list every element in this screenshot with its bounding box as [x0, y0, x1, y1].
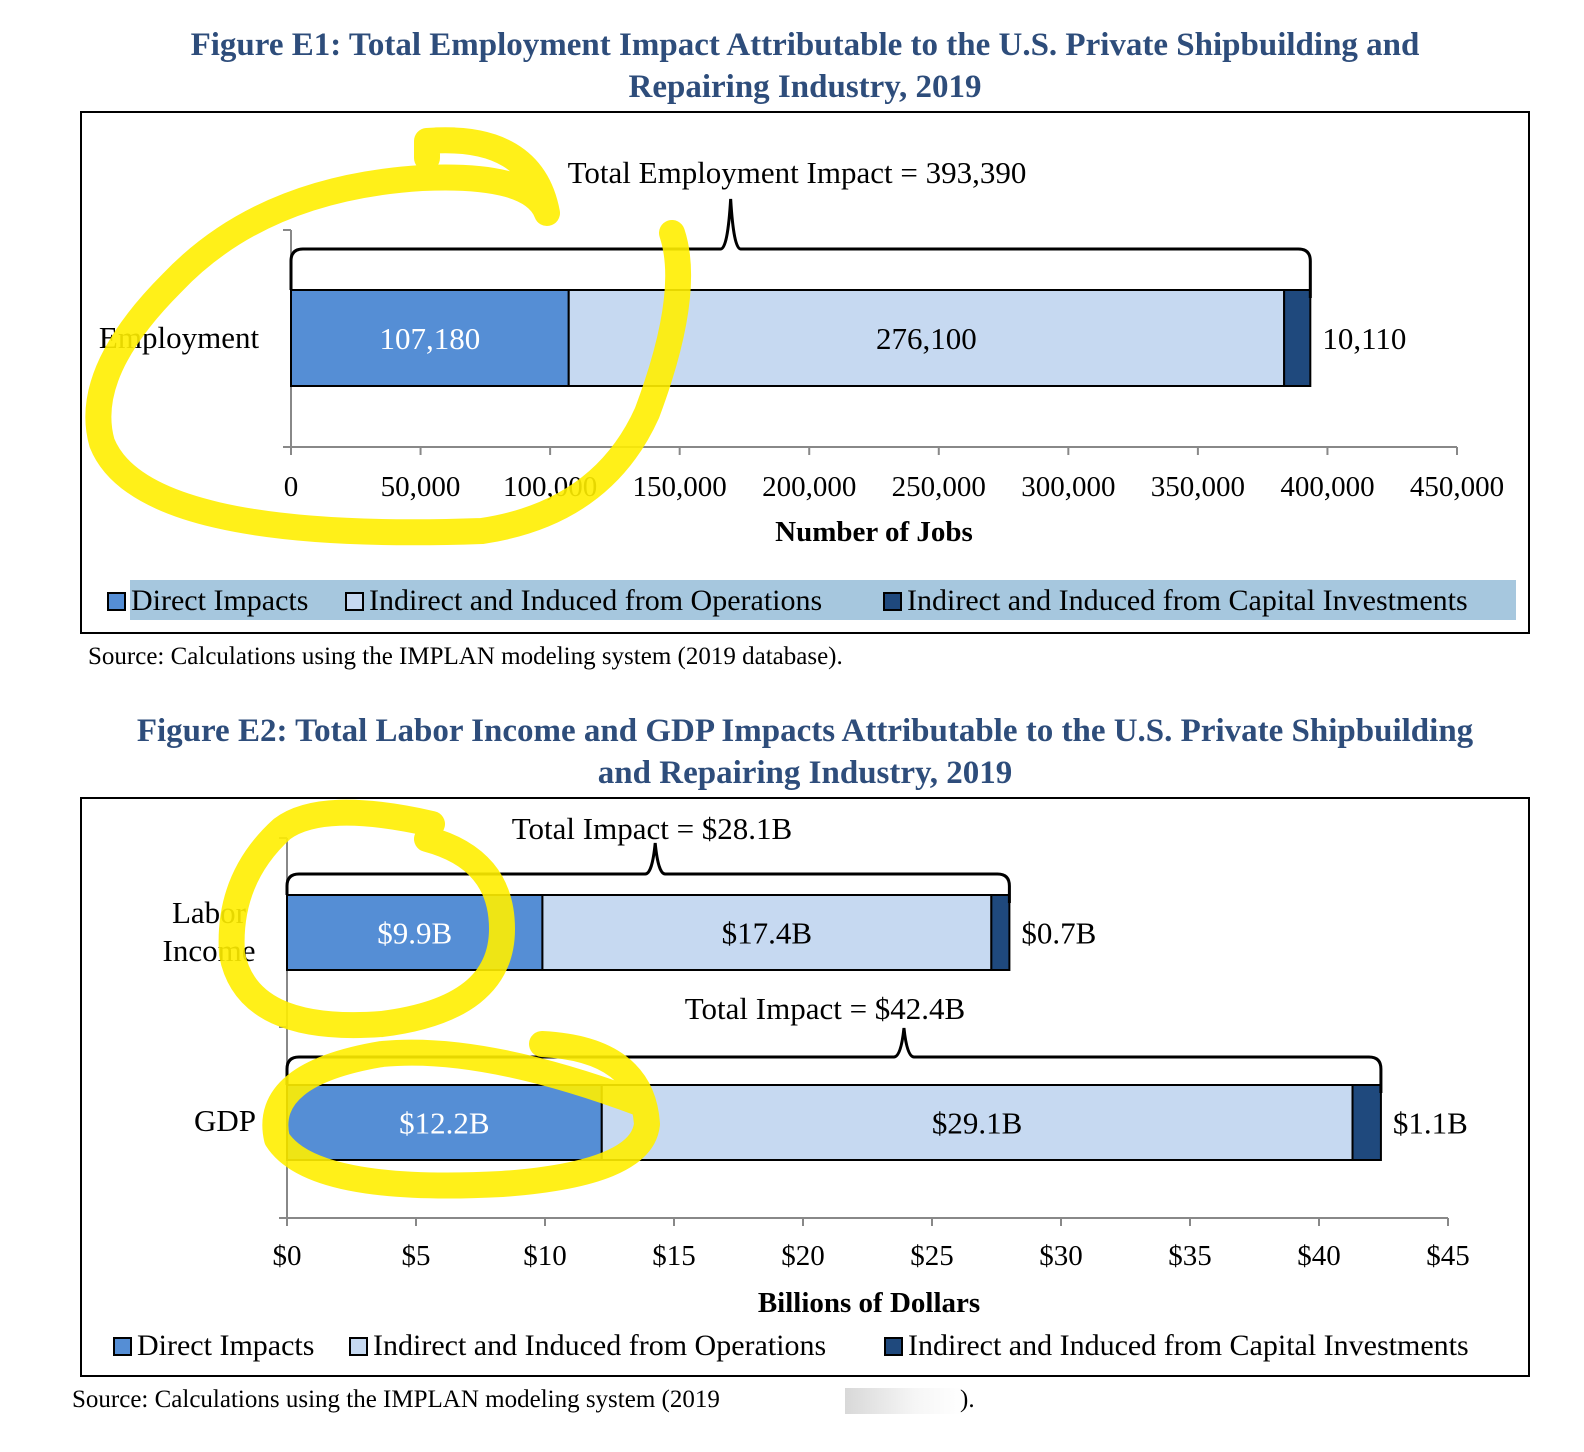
- total-brace: [285, 1027, 1383, 1093]
- figure-e2-source-text: Source: Calculations using the IMPLAN mo…: [72, 1386, 720, 1413]
- data-label: $1.1B: [1393, 1106, 1468, 1141]
- total-impact-label: Total Impact = $42.4B: [685, 991, 965, 1026]
- x-tick-label: 300,000: [1021, 471, 1115, 503]
- legend-swatch-indirect-and-induced-from-operations: [345, 592, 364, 611]
- x-tick-label: $30: [1039, 1240, 1083, 1272]
- x-tick-label: $10: [523, 1240, 567, 1272]
- legend-swatch-direct-impacts: [107, 592, 126, 611]
- figure-e1-source: Source: Calculations using the IMPLAN mo…: [88, 643, 843, 670]
- x-tick-label: $15: [652, 1240, 696, 1272]
- bar-segment-indirect-and-induced-from-operations: [600, 1084, 1354, 1161]
- bar-segment-direct-impacts: [290, 289, 570, 387]
- x-tick-label: 400,000: [1280, 471, 1374, 503]
- figure-e2-source-tail: ).: [960, 1386, 975, 1413]
- highlight-circle: [262, 1031, 660, 1199]
- legend-swatch-direct-impacts: [113, 1337, 132, 1356]
- x-tick-label: 50,000: [381, 471, 461, 503]
- highlight-circle: [85, 127, 692, 546]
- figure-e1-title: Figure E1: Total Employment Impact Attri…: [40, 24, 1570, 108]
- x-tick-label: 350,000: [1151, 471, 1245, 503]
- figure-e1-title-line2: Repairing Industry, 2019: [628, 69, 982, 105]
- bar-segment-indirect-and-induced-from-capital-investments: [990, 894, 1011, 971]
- x-tick-label: 0: [284, 471, 299, 503]
- data-label: $17.4B: [722, 916, 812, 951]
- x-tick-label: 200,000: [762, 471, 856, 503]
- employment-chart-frame: 0 50,000 100,000 150,000 200,000 250,000 300,0…: [80, 111, 1530, 634]
- legend-label-direct-impacts: Direct Impacts: [131, 584, 308, 617]
- total-impact-label: Total Impact = $28.1B: [512, 811, 792, 846]
- data-label: 276,100: [876, 321, 977, 356]
- x-tick-label: $20: [781, 1240, 825, 1272]
- legend-label-direct-impacts: Direct Impacts: [137, 1329, 314, 1362]
- bar-segment-indirect-and-induced-from-capital-investments: [1351, 1084, 1382, 1161]
- data-label: 107,180: [379, 321, 480, 356]
- bar-segment-indirect-and-induced-from-capital-investments: [1283, 289, 1312, 387]
- x-tick-label: $0: [273, 1240, 302, 1272]
- figure-e2-title-line2: and Repairing Industry, 2019: [597, 755, 1013, 791]
- x-tick-label: 150,000: [633, 471, 727, 503]
- data-label: 10,110: [1322, 321, 1406, 356]
- category-label: GDP: [194, 1103, 256, 1138]
- x-tick-label: $45: [1426, 1240, 1470, 1272]
- x-tick-label: 450,000: [1410, 471, 1504, 503]
- figure-e1-title-line1: Figure E1: Total Employment Impact Attri…: [190, 27, 1420, 63]
- legend-swatch-indirect-and-induced-from-capital-investments: [883, 592, 902, 611]
- legend-swatch-indirect-and-induced-from-capital-investments: [884, 1337, 903, 1356]
- highlight-circle: [218, 799, 515, 1039]
- x-axis-title: Billions of Dollars: [758, 1287, 980, 1319]
- bar-segment-indirect-and-induced-from-operations: [541, 894, 993, 971]
- x-tick-label: 250,000: [892, 471, 986, 503]
- total-impact-label: Total Employment Impact = 393,390: [568, 155, 1027, 190]
- figure-e2-title-line1: Figure E2: Total Labor Income and GDP Im…: [136, 713, 1474, 749]
- figure-e2-title: Figure E2: Total Labor Income and GDP Im…: [40, 710, 1570, 794]
- x-tick-label: $35: [1168, 1240, 1212, 1272]
- income-gdp-chart-frame: $0 $5 $10 $15 $20 $25 $30 $35 $40 $45 Billions of …: [80, 797, 1530, 1377]
- legend-label-indirect-and-induced-from-operations: Indirect and Induced from Operations: [369, 584, 822, 617]
- x-axis-title: Number of Jobs: [775, 516, 973, 548]
- x-tick-label: $5: [402, 1240, 431, 1272]
- x-tick-label: $25: [910, 1240, 954, 1272]
- employment-chart: 0 50,000 100,000 150,000 200,000 250,000 300,0…: [85, 127, 1516, 620]
- data-label: $9.9B: [377, 916, 452, 951]
- income-gdp-chart: $0 $5 $10 $15 $20 $25 $30 $35 $40 $45 Billions of …: [113, 799, 1470, 1362]
- data-label: $0.7B: [1021, 916, 1096, 951]
- data-label: $29.1B: [932, 1106, 1022, 1141]
- legend-label-indirect-and-induced-from-operations: Indirect and Induced from Operations: [373, 1329, 826, 1362]
- x-tick-label: $40: [1297, 1240, 1341, 1272]
- legend-label-indirect-and-induced-from-capital-investments: Indirect and Induced from Capital Invest…: [907, 584, 1468, 617]
- legend-swatch-indirect-and-induced-from-operations: [349, 1337, 368, 1356]
- total-brace: [285, 842, 1011, 903]
- figure-e2-source: Source: Calculations using the IMPLAN mo…: [72, 1386, 720, 1414]
- smudge-mark: [845, 1388, 963, 1414]
- total-brace: [289, 198, 1312, 298]
- legend-label-indirect-and-induced-from-capital-investments: Indirect and Induced from Capital Invest…: [908, 1329, 1469, 1362]
- data-label: $12.2B: [399, 1106, 489, 1141]
